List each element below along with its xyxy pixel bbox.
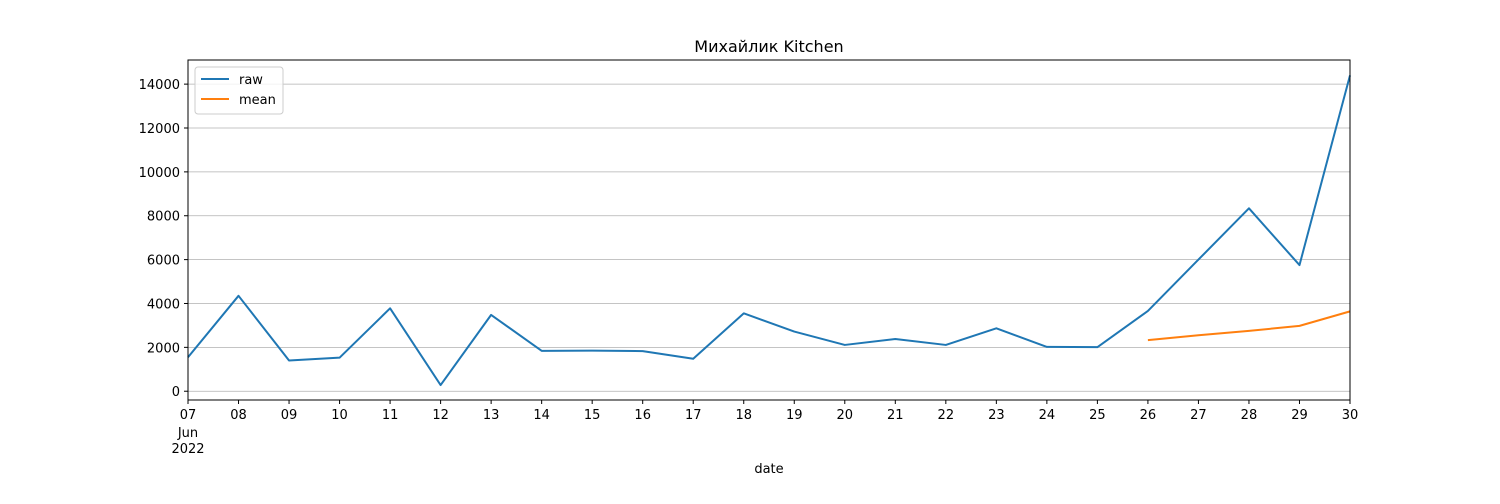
y-tick-label: 14000 <box>139 78 180 93</box>
x-tick-label: 13 <box>483 408 500 423</box>
series-line-mean <box>1148 311 1350 340</box>
y-tick-label: 6000 <box>147 254 180 269</box>
series-lines <box>188 75 1350 385</box>
x-tick-sublabel: 2022 <box>171 442 204 457</box>
x-tick-label: 22 <box>938 408 955 423</box>
x-tick-label: 17 <box>685 408 702 423</box>
x-tick-label: 27 <box>1190 408 1207 423</box>
legend-label: raw <box>239 73 263 88</box>
x-tick-label: 11 <box>382 408 399 423</box>
x-tick-label: 24 <box>1039 408 1056 423</box>
x-tick-label: 29 <box>1291 408 1308 423</box>
y-tick-label: 2000 <box>147 341 180 356</box>
x-tick-label: 10 <box>331 408 348 423</box>
y-tick-label: 10000 <box>139 166 180 181</box>
series-line-raw <box>188 75 1350 385</box>
chart-title: Михайлик Kitchen <box>694 37 843 56</box>
y-tick-label: 8000 <box>147 210 180 225</box>
x-tick-label: 07 <box>180 408 197 423</box>
x-tick-label: 16 <box>634 408 651 423</box>
y-tick-label: 0 <box>172 385 180 400</box>
x-tick-label: 28 <box>1241 408 1258 423</box>
legend: raw mean <box>195 67 283 114</box>
x-tick-label: 09 <box>281 408 298 423</box>
x-tick-label: 30 <box>1342 408 1359 423</box>
x-tick-label: 14 <box>533 408 550 423</box>
x-tick-label: 15 <box>584 408 601 423</box>
x-axis: 07 08 09 10 11 12 13 14 15 16 17 18 19 20 21 22 23 24 25 26… <box>171 400 1358 457</box>
gridlines <box>188 84 1350 391</box>
x-tick-label: 12 <box>432 408 449 423</box>
x-tick-sublabel: Jun <box>177 426 198 441</box>
x-tick-label: 08 <box>230 408 247 423</box>
x-tick-label: 19 <box>786 408 803 423</box>
x-tick-label: 23 <box>988 408 1005 423</box>
legend-label: mean <box>239 93 276 108</box>
y-axis: 0 2000 4000 6000 8000 10000 12000 14000 <box>139 78 188 400</box>
x-tick-label: 26 <box>1140 408 1157 423</box>
y-tick-label: 12000 <box>139 122 180 137</box>
plot-frame <box>188 60 1350 400</box>
x-tick-label: 25 <box>1089 408 1106 423</box>
x-tick-label: 20 <box>837 408 854 423</box>
x-tick-label: 21 <box>887 408 904 423</box>
x-axis-label: date <box>754 462 783 477</box>
y-tick-label: 4000 <box>147 297 180 312</box>
x-tick-label: 18 <box>735 408 752 423</box>
